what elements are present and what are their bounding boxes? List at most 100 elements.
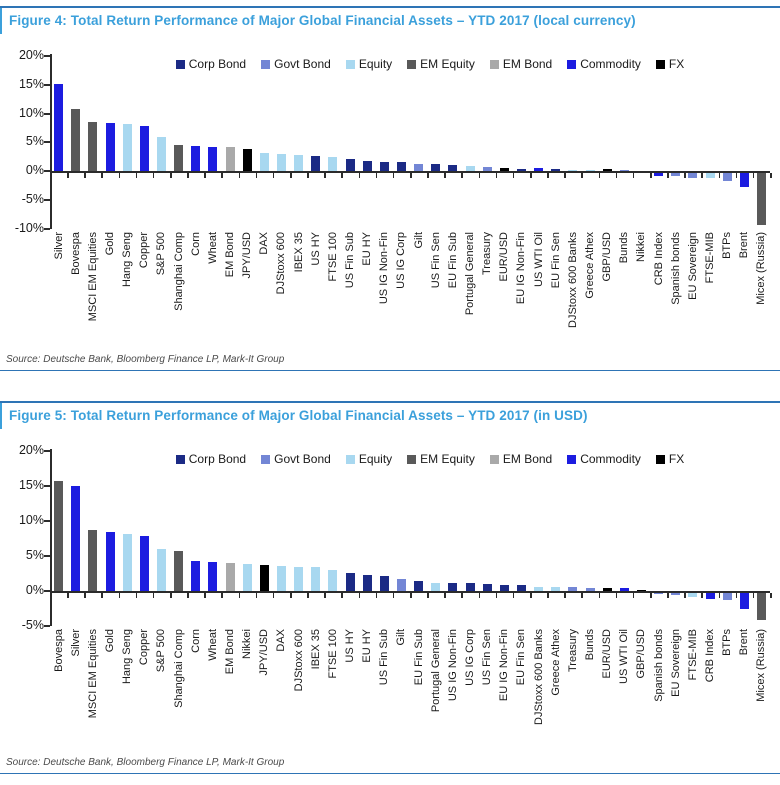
legend-swatch-equity <box>345 454 355 464</box>
x-axis-tick <box>581 173 583 178</box>
chart-bar <box>379 576 389 591</box>
x-axis-label: EM Bond <box>224 629 236 675</box>
legend-swatch-em-bond <box>489 59 499 69</box>
legend-swatch-em-equity <box>407 454 417 464</box>
y-axis-label: 0% <box>25 163 44 177</box>
chart-bar <box>499 584 509 591</box>
x-axis-label: Spanish bonds <box>652 629 665 702</box>
y-axis-label: -10% <box>14 220 44 235</box>
x-axis-tick <box>581 593 583 598</box>
chart-bar <box>414 580 424 591</box>
x-axis-label: EUR/USD <box>498 232 511 282</box>
chart-bar <box>516 584 526 591</box>
x-axis-label: EU HY <box>361 629 374 663</box>
x-axis-tick <box>392 593 395 598</box>
chart-bar <box>259 152 269 171</box>
x-axis-tick <box>410 173 412 178</box>
x-axis-tick <box>718 593 721 598</box>
chart-bar <box>482 166 492 171</box>
legend-item: Govt Bond <box>261 452 331 466</box>
x-axis-tick <box>238 593 241 598</box>
x-axis-label: EU IG Non-Fin <box>515 232 528 305</box>
x-axis-label: IBEX 35 <box>309 629 322 670</box>
x-axis-tick <box>375 593 378 598</box>
x-axis-label: DJStoxx 600 <box>292 629 305 692</box>
x-axis-label: Gold <box>104 629 116 653</box>
chart-bar <box>551 168 561 171</box>
legend-label: FX <box>668 57 685 71</box>
legend-label: EM Equity <box>420 57 475 71</box>
figure5-panel: Figure 5: Total Return Performance of Ma… <box>0 401 780 774</box>
x-axis-label: Greece Athex <box>549 629 562 696</box>
x-axis-label: EU Sovereign <box>669 629 682 697</box>
x-axis-tick <box>101 173 103 178</box>
x-axis-tick <box>564 173 566 178</box>
x-axis-label: GBP/USD <box>601 232 614 282</box>
legend-label: EM Equity <box>420 452 475 466</box>
chart-bar <box>499 168 509 171</box>
x-axis-tick <box>770 173 772 178</box>
legend-item: EM Bond <box>489 57 552 71</box>
chart-bar <box>585 170 595 171</box>
chart-bar <box>465 166 475 171</box>
legend-swatch-equity <box>345 59 355 69</box>
x-axis-tick <box>152 593 155 598</box>
x-axis-label: IBEX 35 <box>292 232 305 273</box>
chart-bar <box>122 533 132 591</box>
x-axis-tick <box>770 593 772 598</box>
chart-bar <box>448 165 458 171</box>
x-axis-tick <box>598 593 601 598</box>
chart-bar <box>534 168 544 171</box>
chart-bar <box>551 586 561 591</box>
x-axis-label: Silver <box>69 629 82 657</box>
chart-bar <box>431 582 441 591</box>
y-axis-tick <box>44 590 50 592</box>
x-axis-tick <box>135 173 138 178</box>
x-axis-tick <box>358 173 361 178</box>
x-axis-tick <box>752 173 755 178</box>
chart-bar <box>225 563 235 591</box>
x-axis-label: EUR/USD <box>601 629 614 679</box>
legend-label: Govt Bond <box>274 57 331 71</box>
x-axis-label: DJStoxx 600 Banks <box>566 232 579 328</box>
y-axis-tick <box>44 485 50 487</box>
chart-bar <box>311 567 321 591</box>
x-axis-label: BTPs <box>721 232 734 259</box>
x-axis-tick <box>118 173 121 178</box>
x-axis-tick <box>444 593 446 598</box>
legend-item: Commodity <box>567 57 641 71</box>
chart-bar <box>328 156 338 171</box>
x-axis-label: Hang Seng <box>121 629 134 685</box>
x-axis-label: Portugal General <box>464 232 476 316</box>
x-axis-label: Bunds <box>618 232 631 264</box>
chart-bar <box>722 593 732 600</box>
chart-bar <box>688 173 698 178</box>
chart-bar <box>585 587 595 591</box>
x-axis-label: Spanish bonds <box>669 232 682 305</box>
x-axis-tick <box>290 593 292 598</box>
chart-bar <box>208 562 218 591</box>
x-axis-tick <box>324 173 326 178</box>
x-axis-label: DJStoxx 600 Banks <box>532 629 545 725</box>
x-axis-tick <box>187 173 189 178</box>
legend-label: Commodity <box>580 57 641 71</box>
x-axis-tick <box>67 173 69 178</box>
y-axis-label: 5% <box>25 548 44 562</box>
y-axis-label: 20% <box>18 443 44 457</box>
x-axis-tick <box>512 173 515 178</box>
chart-bar <box>174 145 184 171</box>
chart-bar <box>414 163 424 171</box>
x-axis-tick <box>118 593 121 598</box>
x-axis-tick <box>530 593 532 598</box>
x-axis-tick <box>752 593 755 598</box>
legend-swatch-govt-bond <box>261 59 271 69</box>
y-axis-tick <box>44 112 50 115</box>
x-axis-tick <box>50 593 52 598</box>
chart-legend: Corp Bond Govt Bond Equity EM Equity EM Bond… <box>90 452 770 466</box>
x-axis-tick <box>512 593 515 598</box>
x-axis-label: FTSE 100 <box>326 232 339 282</box>
legend-item: Equity <box>345 57 392 71</box>
x-axis-label: US Fin Sen <box>481 629 494 686</box>
chart-bar <box>671 173 681 177</box>
chart-bar <box>345 158 355 171</box>
